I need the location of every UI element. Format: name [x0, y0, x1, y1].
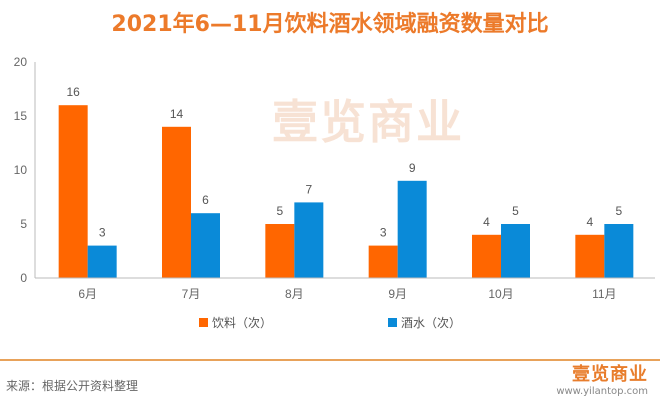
bar-liquor: [191, 213, 220, 278]
data-label: 5: [615, 204, 622, 218]
y-tick-label: 10: [14, 163, 28, 177]
y-tick-label: 15: [14, 109, 28, 123]
data-label: 6: [202, 193, 209, 207]
data-label: 3: [99, 226, 106, 240]
bar-beverage: [162, 126, 191, 278]
bar-liquor: [294, 202, 324, 278]
x-tick-label: 11月: [592, 287, 616, 301]
data-label: 16: [66, 85, 80, 99]
data-label: 5: [276, 204, 283, 218]
x-tick-label: 6月: [78, 287, 97, 301]
x-tick-label: 10月: [488, 287, 513, 301]
footer-divider: [0, 359, 660, 361]
legend-item-beverage: 饮料（次）: [199, 314, 272, 331]
data-label: 4: [586, 215, 593, 229]
watermark: 壹览商业: [272, 95, 464, 149]
bars: 16 3 14 6 5 7 3 9 4 5 4 5: [58, 85, 634, 278]
bar-chart: 0 5 10 15 20 16 3 14 6 5 7 3 9 4 5 4 5 6月 7月 8月 9月 10月 11月: [14, 55, 655, 301]
bar-beverage: [472, 234, 501, 278]
legend-label-beverage: 饮料（次）: [212, 316, 273, 330]
data-label: 4: [483, 215, 490, 229]
y-tick-label: 0: [20, 271, 27, 285]
x-axis: 6月 7月 8月 9月 10月 11月: [35, 277, 655, 301]
x-tick-label: 9月: [388, 287, 407, 301]
data-label: 14: [170, 107, 184, 121]
chart-title: 2021年6—11月饮料酒水领域融资数量对比: [111, 12, 549, 37]
bar-beverage: [575, 234, 605, 278]
logo-mark: 壹览商业: [572, 364, 648, 385]
x-tick-label: 8月: [285, 287, 304, 301]
source-note: 来源：根据公开资料整理: [6, 379, 139, 393]
data-label: 7: [305, 182, 312, 196]
logo-url: www.yilantop.com: [556, 386, 648, 397]
data-label: 3: [380, 226, 387, 240]
bar-liquor: [87, 245, 117, 278]
data-label: 5: [512, 204, 519, 218]
brand-logo: 壹览商业 www.yilantop.com: [556, 365, 648, 398]
bar-liquor: [604, 224, 634, 278]
bar-beverage: [265, 224, 295, 278]
y-tick-label: 5: [20, 217, 27, 231]
y-axis: 0 5 10 15 20: [14, 55, 36, 285]
legend-item-liquor: 酒水（次）: [388, 314, 461, 331]
y-tick-label: 20: [14, 55, 28, 69]
bar-liquor: [501, 224, 530, 278]
legend-label-liquor: 酒水（次）: [401, 316, 462, 330]
bar-beverage: [58, 105, 88, 278]
bar-liquor: [397, 180, 427, 278]
bar-beverage: [368, 245, 398, 278]
legend-swatch-beverage: [199, 318, 208, 327]
data-label: 9: [409, 161, 416, 175]
x-tick-label: 7月: [182, 287, 201, 301]
legend-swatch-liquor: [388, 318, 397, 327]
